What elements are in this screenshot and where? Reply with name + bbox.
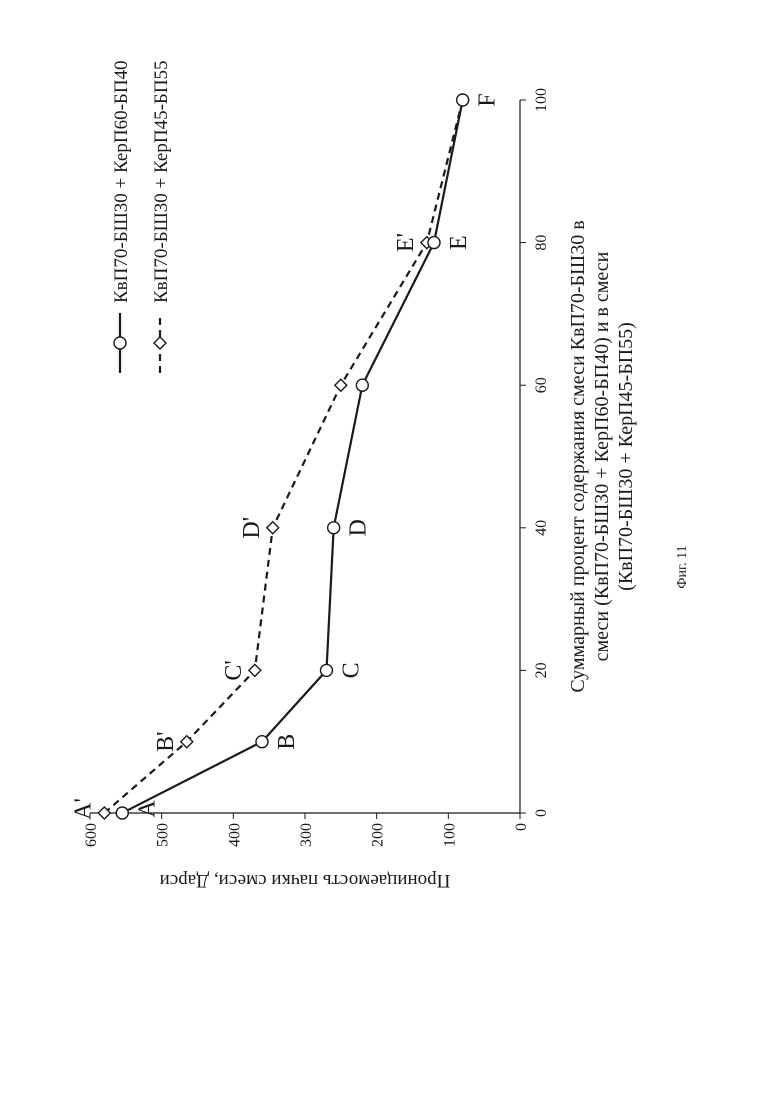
- x-tick-label: 40: [533, 520, 550, 536]
- x-ticks: 0 20 40 60 80 100: [520, 88, 550, 817]
- data-point-diamond: [249, 664, 261, 676]
- legend-label: КвП70-БШ30 + КерП45-БП55: [151, 60, 172, 303]
- y-tick-label: 100: [441, 823, 458, 847]
- legend: КвП70-БШ30 + КерП60-БП40 КвП70-БШ30 + Кер…: [111, 60, 172, 373]
- x-tick-label: 0: [533, 809, 550, 817]
- point-label: A': [70, 798, 96, 820]
- point-label: E': [393, 233, 419, 252]
- legend-label: КвП70-БШ30 + КерП60-БП40: [111, 60, 132, 303]
- point-label: D: [346, 519, 372, 536]
- point-label: C': [221, 660, 247, 680]
- x-axis-label-line: Суммарный процент содержания смеси КвП70…: [567, 220, 589, 692]
- point-label: E: [446, 235, 472, 250]
- legend-marker-circle: [114, 337, 126, 349]
- data-point-circle: [328, 522, 340, 534]
- legend-marker-diamond: [154, 337, 166, 349]
- data-point-circle: [256, 736, 268, 748]
- y-tick-label: 400: [226, 823, 243, 847]
- data-point-diamond: [335, 379, 347, 391]
- series-group: A' B' C' D' E' A B C D E F: [70, 93, 500, 820]
- x-tick-label: 60: [533, 377, 550, 393]
- x-axis-label-line: (КвП70-БШ30 + КерП45-БП55): [615, 322, 637, 591]
- x-axis-label: Суммарный процент содержания смеси КвП70…: [567, 220, 637, 692]
- data-point-circle: [321, 664, 333, 676]
- y-axis-label: Проницаемость пачки смеси, Дарси: [160, 870, 451, 891]
- point-label: C: [339, 662, 365, 678]
- point-label: A: [134, 800, 160, 818]
- point-label: B: [274, 734, 300, 750]
- point-label: F: [475, 93, 501, 106]
- data-point-circle: [428, 237, 440, 249]
- point-label: D': [239, 517, 265, 539]
- x-tick-label: 80: [533, 235, 550, 251]
- y-tick-label: 500: [155, 823, 172, 847]
- series-line-2: [122, 100, 462, 813]
- y-tick-label: 300: [298, 823, 315, 847]
- data-point-circle: [356, 379, 368, 391]
- data-point-diamond: [267, 522, 279, 534]
- y-tick-label: 0: [513, 823, 530, 831]
- rotated-chart: 0 20 40 60 80 100 0 100 200 300 400 500 600 A' B' C' D…: [70, 60, 637, 891]
- data-point-circle: [116, 807, 128, 819]
- point-label: B': [153, 732, 179, 752]
- y-tick-label: 600: [83, 823, 100, 847]
- y-tick-label: 200: [370, 823, 387, 847]
- x-tick-label: 20: [533, 662, 550, 678]
- x-tick-label: 100: [533, 88, 550, 112]
- x-axis-label-line: смеси (КвП70-БШ30 + КерП60-БП40) и в сме…: [591, 251, 613, 661]
- figure-caption: Фиг. 11: [675, 545, 690, 588]
- data-point-circle: [457, 94, 469, 106]
